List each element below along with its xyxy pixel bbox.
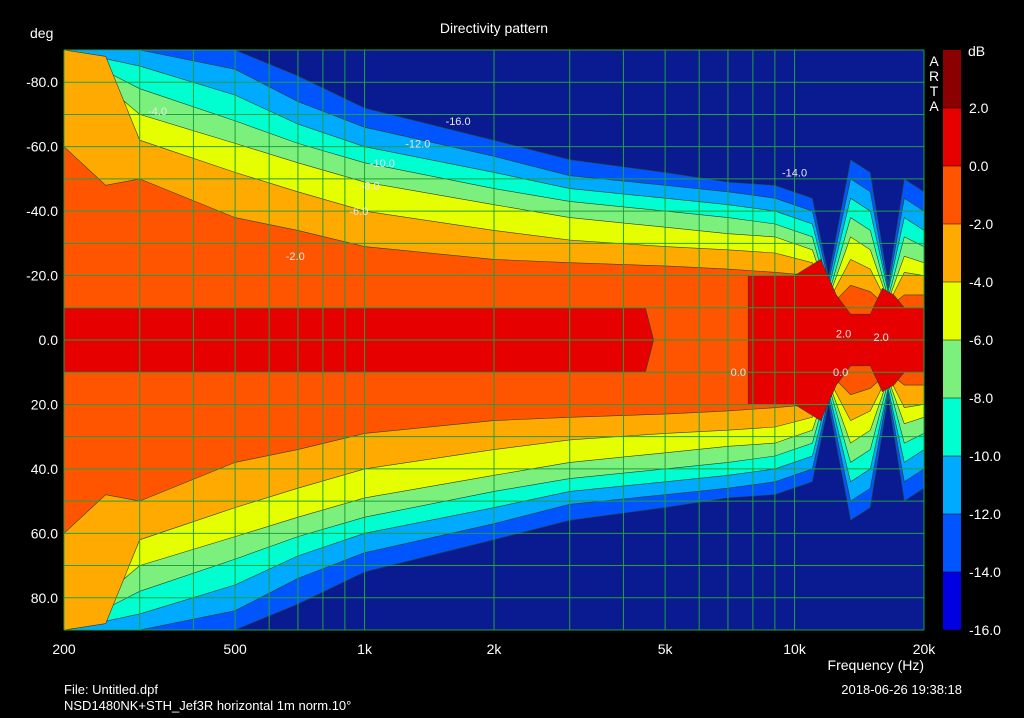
- x-tick-label: 2k: [487, 641, 503, 657]
- contour-label: 0.0: [731, 367, 746, 379]
- contour-label: 2.0: [874, 332, 889, 344]
- y-tick-labels: -80.0 -60.0 -40.0 -20.0 0.0 20.0 40.0 60.0 80.0: [26, 74, 58, 606]
- contour-labels: -16.0 -14.0 -12.0 -10.0 -8.0 -6.0 -4.0 -2.0 0.0 0…: [148, 106, 889, 379]
- grid-lines: [63, 49, 925, 631]
- x-tick-label: 200: [52, 641, 76, 657]
- colorbar-tick-label: 0.0: [969, 158, 989, 174]
- contour-label: -16.0: [446, 116, 471, 128]
- footer-file: File: Untitled.dpf: [64, 682, 158, 697]
- y-tick-label: 0.0: [39, 332, 59, 348]
- watermark-letter: T: [930, 83, 939, 99]
- colorbar-swatch: [943, 398, 961, 456]
- contour-label: -2.0: [286, 251, 305, 263]
- contour-label: -12.0: [405, 138, 430, 150]
- colorbar-tick-label: -10.0: [969, 448, 1001, 464]
- x-tick-label: 10k: [783, 641, 807, 657]
- x-axis-label: Frequency (Hz): [828, 657, 924, 673]
- watermark-letter: A: [929, 98, 939, 114]
- y-tick-label: -40.0: [26, 203, 58, 219]
- colorbar-tick-label: -16.0: [969, 622, 1001, 638]
- colorbar-tick-label: 2.0: [969, 100, 989, 116]
- contour-label: 2.0: [836, 329, 851, 341]
- colorbar: 2.0 0.0 -2.0 -4.0 -6.0 -8.0 -10.0 -12.0 -14.0 -16…: [943, 50, 1001, 638]
- x-tick-labels: 200 500 1k 2k 5k 10k 20k: [52, 641, 936, 657]
- watermark-letter: R: [929, 68, 939, 84]
- watermark-letter: A: [929, 53, 939, 69]
- x-tick-label: 5k: [658, 641, 674, 657]
- colorbar-unit-label: dB: [968, 43, 985, 59]
- y-axis-label: deg: [30, 25, 53, 41]
- contour-label: -6.0: [349, 206, 368, 218]
- colorbar-tick-label: -12.0: [969, 506, 1001, 522]
- footer-timestamp: 2018-06-26 19:38:18: [841, 682, 962, 697]
- y-tick-label: 40.0: [31, 461, 58, 477]
- y-tick-label: -80.0: [26, 74, 58, 90]
- colorbar-swatch: [943, 340, 961, 398]
- footer-description: NSD1480NK+STH_Jef3R horizontal 1m norm.1…: [64, 698, 351, 713]
- colorbar-swatch: [943, 282, 961, 340]
- chart-title: Directivity pattern: [440, 20, 548, 36]
- contour-label: -4.0: [148, 106, 167, 118]
- contour-label: 0.0: [833, 367, 848, 379]
- colorbar-swatch: [943, 514, 961, 572]
- y-tick-label: -60.0: [26, 139, 58, 155]
- contour-label: -14.0: [782, 167, 807, 179]
- colorbar-swatch: [943, 50, 961, 108]
- colorbar-swatch: [943, 456, 961, 514]
- contour-label: -10.0: [370, 158, 395, 170]
- colorbar-swatch: [943, 108, 961, 166]
- colorbar-tick-label: -8.0: [969, 390, 993, 406]
- colorbar-swatch: [943, 572, 961, 630]
- colorbar-tick-label: -2.0: [969, 216, 993, 232]
- y-tick-label: 20.0: [31, 396, 58, 412]
- colorbar-swatch: [943, 224, 961, 282]
- x-tick-label: 500: [223, 641, 247, 657]
- colorbar-tick-label: -6.0: [969, 332, 993, 348]
- y-tick-label: -20.0: [26, 268, 58, 284]
- x-tick-label: 20k: [913, 641, 937, 657]
- colorbar-tick-label: -14.0: [969, 564, 1001, 580]
- x-tick-label: 1k: [357, 641, 373, 657]
- contour-label: -8.0: [361, 180, 380, 192]
- y-tick-label: 60.0: [31, 525, 58, 541]
- y-tick-label: 80.0: [31, 590, 58, 606]
- colorbar-swatch: [943, 166, 961, 224]
- colorbar-tick-label: -4.0: [969, 274, 993, 290]
